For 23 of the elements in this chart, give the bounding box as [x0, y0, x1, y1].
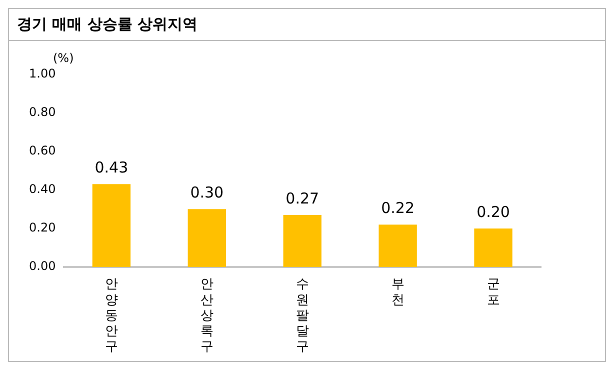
data-label: 0.22 [381, 198, 415, 217]
y-tick-label: 1.00 [29, 66, 56, 80]
x-tick-label: 군포 [486, 277, 500, 308]
x-tick-label: 부천 [391, 277, 404, 308]
y-tick-label: 0.40 [29, 182, 56, 196]
bar [188, 209, 226, 267]
y-tick-label: 0.20 [29, 220, 56, 235]
y-tick-label: 0.80 [29, 104, 56, 119]
data-label: 0.20 [476, 202, 510, 221]
bar [283, 214, 322, 267]
x-tick-label: 안양동안구 [104, 277, 118, 355]
bar [474, 228, 512, 267]
data-label: 0.43 [94, 158, 128, 176]
bar [92, 184, 131, 267]
x-tick-label: 안산상록구 [200, 277, 214, 355]
data-label: 0.27 [286, 189, 320, 208]
bar [378, 224, 417, 267]
x-tick-label: 수원팔달구 [296, 277, 309, 355]
data-label: 0.30 [190, 184, 224, 202]
chart-title: 경기 매매 상승률 상위지역 [9, 9, 605, 41]
y-axis-title: (%) [53, 51, 74, 65]
y-tick-label: 0.00 [29, 259, 56, 274]
y-tick-label: 0.60 [29, 143, 56, 158]
